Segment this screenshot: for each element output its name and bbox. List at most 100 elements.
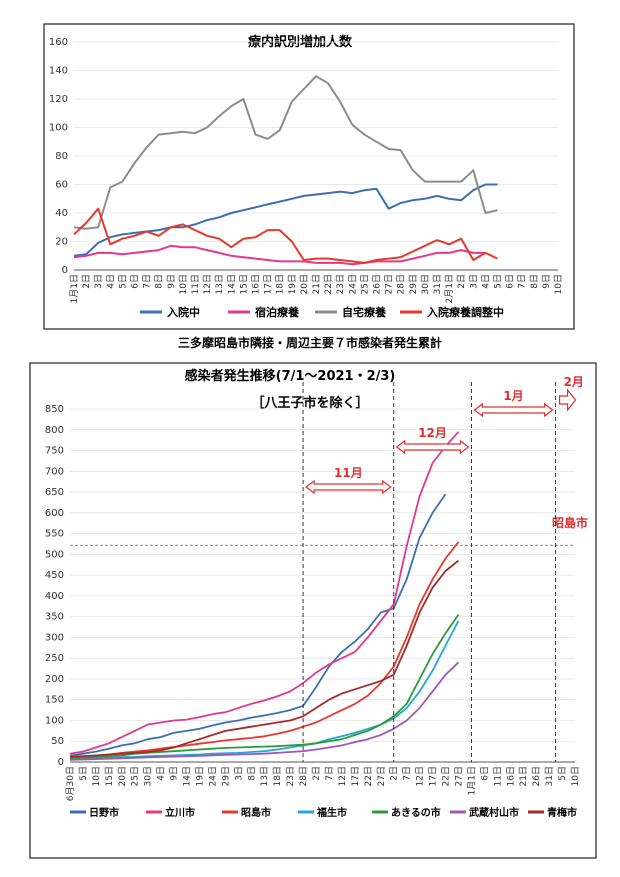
y-tick-label: 100 <box>45 715 64 726</box>
y-tick-label: 800 <box>45 425 64 436</box>
series-line-宿泊療養 <box>73 244 486 266</box>
x-tick-label: 2日 <box>81 274 92 289</box>
x-tick-label: 7日 <box>142 274 153 289</box>
x-tick-label: 17日 <box>263 274 274 294</box>
legend-label: 立川市 <box>165 806 195 819</box>
y-tick-label: 850 <box>45 404 64 415</box>
y-tick-label: 700 <box>45 466 64 477</box>
legend-label: 武蔵村山市 <box>469 806 519 819</box>
period-label: 11月 <box>334 466 363 480</box>
x-tick-label: 20日 <box>117 766 128 786</box>
x-tick-label: 30日 <box>420 274 431 294</box>
series-line-立川市 <box>69 431 460 755</box>
x-tick-label: 13日 <box>259 766 270 786</box>
legend-label: 福生市 <box>316 806 347 819</box>
y-tick-label: 20 <box>55 237 68 248</box>
x-tick-label: 28日 <box>298 766 309 786</box>
legend-label: 宿泊療養 <box>255 305 299 319</box>
x-tick-label: 14日 <box>226 274 237 294</box>
x-tick-label: 12日 <box>415 766 426 786</box>
x-tick-label: 9日 <box>541 274 552 289</box>
series-line-福生市 <box>70 620 460 760</box>
y-tick-label: 200 <box>45 674 64 685</box>
y-tick-label: 140 <box>49 66 68 77</box>
x-tick-label: 8日 <box>529 274 540 289</box>
y-tick-label: 350 <box>45 612 64 623</box>
x-tick-label: 10日 <box>570 766 581 786</box>
x-tick-label: 22日 <box>363 766 374 786</box>
reference-label: 昭島市 <box>552 515 588 530</box>
period-arrow <box>473 402 554 418</box>
x-tick-label: 15日 <box>238 274 249 294</box>
x-tick-label: 18日 <box>275 274 286 294</box>
period-label: 12月 <box>418 426 447 440</box>
x-tick-label: 15日 <box>104 766 115 786</box>
legend-label: 入院療養調整中 <box>427 305 504 319</box>
x-tick-label: 1月1日 <box>69 274 80 303</box>
x-tick-label: 5日 <box>117 274 128 289</box>
x-tick-label: 31日 <box>544 766 555 786</box>
x-tick-label: 6日 <box>479 766 490 781</box>
x-tick-label: 29日 <box>408 274 419 294</box>
x-tick-label: 5日 <box>493 274 504 289</box>
period-label: 1月 <box>503 389 523 403</box>
x-tick-label: 27日 <box>384 274 395 294</box>
x-tick-label: 31日 <box>432 274 443 294</box>
x-tick-label: 2日 <box>311 766 322 781</box>
x-tick-label: 4日 <box>480 274 491 289</box>
x-tick-label: 2日 <box>456 274 467 289</box>
x-tick-label: 12日 <box>337 766 348 786</box>
x-tick-label: 4日 <box>156 766 167 781</box>
y-tick-label: 300 <box>45 632 64 643</box>
y-tick-label: 600 <box>45 508 64 519</box>
x-tick-label: 7日 <box>402 766 413 781</box>
x-tick-label: 16日 <box>505 766 516 786</box>
legend-label: 日野市 <box>89 806 119 819</box>
legend-label: 入院中 <box>167 305 200 319</box>
x-tick-label: 8日 <box>246 766 257 781</box>
x-tick-label: 21日 <box>518 766 529 786</box>
period-arrow <box>305 479 392 495</box>
y-tick-label: 80 <box>55 151 68 162</box>
x-tick-label: 6月30日 <box>65 766 76 801</box>
y-tick-label: 0 <box>62 265 68 276</box>
x-tick-label: 6日 <box>130 274 141 289</box>
x-tick-label: 29日 <box>220 766 231 786</box>
x-tick-label: 30日 <box>143 766 154 786</box>
period-arrow <box>558 388 577 412</box>
y-tick-label: 60 <box>55 180 68 191</box>
x-tick-label: 20日 <box>299 274 310 294</box>
series-line-日野市 <box>69 493 447 757</box>
x-tick-label: 10日 <box>553 274 564 294</box>
chart2-subtitle: ［八王子市を除く］ <box>251 395 368 411</box>
x-tick-label: 21日 <box>311 274 322 294</box>
x-tick-label: 27日 <box>376 766 387 786</box>
x-tick-label: 3日 <box>468 274 479 289</box>
x-tick-label: 19日 <box>194 766 205 786</box>
x-tick-label: 26日 <box>372 274 383 294</box>
x-tick-label: 10日 <box>178 274 189 294</box>
period-label: 2月 <box>564 375 584 389</box>
x-tick-label: 12日 <box>202 274 213 294</box>
legend-label: あきるの市 <box>391 806 441 819</box>
y-tick-label: 250 <box>45 653 64 664</box>
series-line-自宅療養 <box>73 75 498 230</box>
x-tick-label: 14日 <box>182 766 193 786</box>
x-tick-label: 10日 <box>91 766 102 786</box>
x-tick-label: 3日 <box>233 766 244 781</box>
legend-label: 昭島市 <box>241 806 271 819</box>
x-tick-label: 25日 <box>130 766 141 786</box>
x-tick-label: 11日 <box>190 274 201 294</box>
x-tick-label: 6日 <box>505 274 516 289</box>
x-tick-label: 4日 <box>105 274 116 289</box>
x-tick-label: 16日 <box>251 274 262 294</box>
chart2-frame <box>29 362 597 859</box>
x-tick-label: 22日 <box>323 274 334 294</box>
x-tick-label: 17日 <box>428 766 439 786</box>
x-tick-label: 8日 <box>154 274 165 289</box>
x-tick-label: 13日 <box>214 274 225 294</box>
y-tick-label: 160 <box>49 37 68 48</box>
x-tick-label: 26日 <box>531 766 542 786</box>
y-tick-label: 100 <box>49 123 68 134</box>
y-tick-label: 0 <box>58 757 64 768</box>
